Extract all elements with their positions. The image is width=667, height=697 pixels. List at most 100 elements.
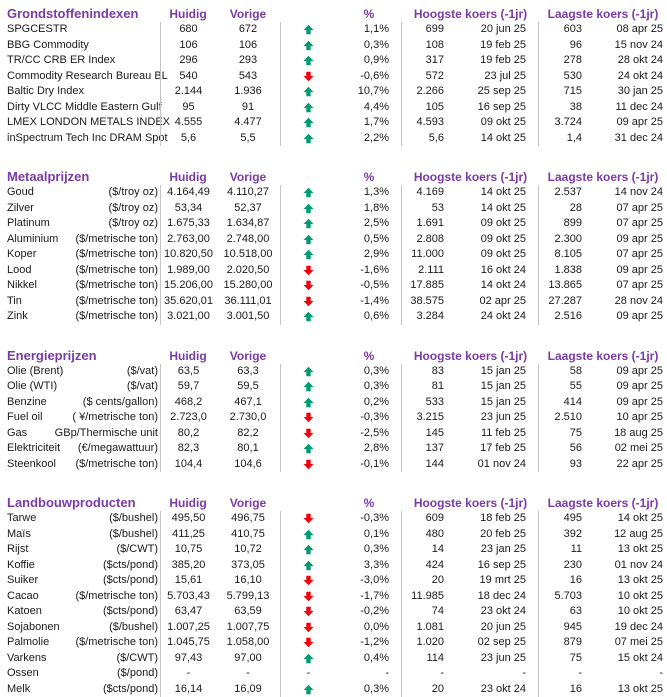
high-date: 16 sep 25	[446, 557, 539, 573]
percent-change: -0,3%	[336, 511, 402, 527]
instrument-name: Varkens	[7, 651, 47, 664]
instrument-unit: ($/metrische ton)	[75, 263, 158, 276]
instrument-unit: ($/metrische ton)	[75, 248, 158, 260]
low-date: 09 apr 25	[616, 116, 663, 128]
instrument-cell: Katoen ($cts/pond)	[0, 604, 160, 620]
current-value: 35.620,01	[160, 293, 216, 309]
percent-change: -1,6%	[336, 262, 402, 278]
table-row: Steenkool ($/metrische ton) 104,4 104,6 -0,1…	[0, 456, 667, 473]
high-value: 609	[425, 512, 444, 524]
percent-change: 1,8%	[336, 200, 402, 216]
current-value: 495,50	[160, 511, 216, 527]
trend-cell	[280, 216, 336, 232]
up-arrow-icon	[303, 40, 314, 51]
previous-value: 2.730,0	[229, 411, 267, 423]
trend-cell	[280, 635, 336, 651]
instrument-name: Nikkel	[7, 279, 37, 291]
low-value: 715	[563, 85, 582, 97]
previous-value: 97,00	[234, 651, 262, 664]
table-row: Tarwe ($/bushel) 495,50 496,75 -0,3% 609 18 fe…	[0, 511, 667, 527]
high-date: 09 okt 25	[446, 115, 539, 131]
low-date: 31 dec 24	[614, 131, 663, 144]
trend-cell	[280, 247, 336, 263]
up-arrow-icon	[303, 381, 314, 392]
current-value: 5.703,43	[160, 588, 216, 604]
low-value: 3.724	[554, 116, 582, 128]
percent-change: 0,3%	[336, 363, 402, 379]
column-header-huidig: Huidig	[169, 7, 207, 21]
instrument-unit: ($cts/pond)	[102, 574, 158, 586]
high-date: 15 jan 25	[446, 394, 539, 410]
instrument-name: Gas	[7, 426, 28, 439]
instrument-unit: ($/metrische ton)	[75, 457, 158, 470]
up-arrow-icon	[303, 86, 314, 97]
table-row: Maïs ($/bushel) 411,25 410,75 0,1% 480 20 feb …	[0, 526, 667, 543]
trend-cell	[280, 619, 336, 635]
current-value: 15.206,00	[160, 278, 216, 294]
instrument-cell: Cacao ($/metrische ton)	[0, 589, 160, 605]
instrument-name: Elektriciteit	[7, 442, 61, 454]
instrument-cell: Zilver ($/troy oz)	[0, 201, 160, 217]
instrument-cell: SPGCESTR	[0, 22, 160, 38]
previous-value: 36.111,01	[224, 294, 272, 307]
instrument-cell: Steenkool ($/metrische ton)	[0, 457, 160, 473]
section-title: Metaalprijzen	[7, 169, 90, 184]
previous-value: 10,72	[234, 543, 262, 555]
instrument-cell: Aluminium ($/metrische ton)	[0, 232, 160, 248]
percent-change: -0,2%	[336, 604, 402, 620]
current-value: 63,5	[160, 363, 216, 379]
high-value: 144	[425, 457, 444, 470]
low-date: 14 okt 25	[617, 512, 663, 524]
low-value: 530	[563, 69, 582, 82]
previous-value: 4.477	[234, 116, 262, 128]
high-date: 20 feb 25	[446, 526, 539, 542]
current-value: 3.021,00	[160, 309, 216, 325]
high-value: 4.169	[416, 186, 444, 198]
up-arrow-icon	[303, 218, 314, 229]
table-row: TR/CC CRB ER Index 296 293 0,9% 317 19 feb 25…	[0, 53, 667, 69]
current-value: 680	[160, 22, 216, 38]
high-date: 02 apr 25	[446, 293, 539, 309]
percent-change: 0,3%	[336, 681, 402, 697]
previous-value: 80,1	[237, 442, 259, 454]
up-arrow-icon	[303, 311, 314, 322]
high-date: 19 feb 25	[446, 53, 539, 69]
low-date: 13 okt 25	[617, 682, 663, 695]
section-table: Metaalprijzen Huidig Vorige% Hoogste koers …	[0, 166, 667, 325]
high-value: 20	[431, 682, 444, 695]
instrument-name: Suiker	[7, 574, 39, 586]
instrument-name: Ossen	[7, 667, 39, 679]
high-date: 18 dec 24	[446, 588, 539, 604]
instrument-name: BBG Commodity	[7, 38, 89, 51]
low-date: 09 apr 25	[616, 395, 663, 408]
current-value: 2.763,00	[160, 231, 216, 247]
down-arrow-icon	[303, 591, 314, 602]
previous-value: 52,37	[234, 201, 262, 214]
instrument-cell: Ossen ($/pond)	[0, 666, 160, 682]
column-header-hoogste-koers: Hoogste koers (-1jr)	[413, 7, 528, 21]
high-date: 23 okt 24	[446, 681, 539, 697]
low-date: 28 nov 24	[614, 294, 663, 307]
table-row: LMEX LONDON METALS INDEX 4.555 4.477 1,7% 4.…	[0, 115, 667, 131]
high-date: 14 okt 25	[446, 185, 539, 201]
previous-value: 410,75	[231, 527, 265, 540]
instrument-name: Koper	[7, 248, 37, 260]
instrument-cell: Tarwe ($/bushel)	[0, 511, 160, 527]
up-arrow-icon	[303, 366, 314, 377]
current-value: 4.164,49	[160, 185, 216, 201]
column-header-laagste-koers: Laagste koers (-1jr)	[547, 348, 659, 363]
instrument-cell: Maïs ($/bushel)	[0, 527, 160, 543]
instrument-cell: TR/CC CRB ER Index	[0, 53, 160, 69]
low-value: 414	[563, 395, 582, 408]
percent-change: 2,2%	[336, 130, 402, 146]
trend-cell	[280, 511, 336, 527]
instrument-unit: ($/pond)	[117, 667, 158, 679]
previous-value: 293	[238, 54, 258, 66]
section-header: Metaalprijzen Huidig Vorige% Hoogste koers …	[0, 166, 667, 185]
low-value: 13.865	[548, 279, 582, 291]
high-value: 53	[431, 201, 444, 214]
previous-value: 5.799,13	[226, 589, 270, 602]
low-value: 2.510	[554, 411, 582, 423]
current-value: 10.820,50	[160, 247, 216, 263]
low-value: 8.105	[554, 248, 582, 260]
